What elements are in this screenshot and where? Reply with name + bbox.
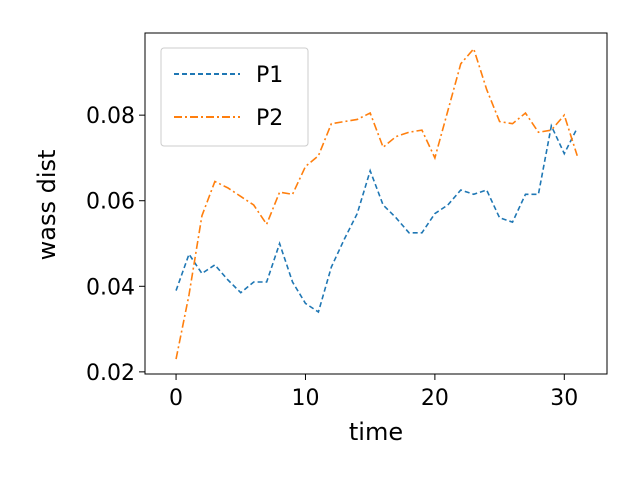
legend: P1 P2 [160, 47, 309, 147]
axes-frame [144, 32, 608, 375]
x-tick-label: 10 [291, 386, 319, 411]
y-tick-label: 0.06 [86, 190, 135, 215]
y-tick-label: 0.04 [86, 275, 135, 300]
series-line-p1 [175, 123, 578, 314]
y-tick-label: 0.02 [86, 361, 135, 386]
y-axis-ticks: 0.02 0.04 0.06 0.08 [86, 104, 145, 386]
legend-label-p1: P1 [256, 63, 283, 88]
x-tick-label: 0 [169, 386, 183, 411]
x-tick-label: 20 [421, 386, 449, 411]
legend-label-p2: P2 [256, 106, 283, 131]
x-axis-ticks: 0 10 20 30 [169, 374, 578, 411]
series-line-p2 [175, 47, 579, 360]
y-tick-label: 0.08 [86, 104, 135, 129]
y-axis-label: wass dist [33, 150, 61, 261]
x-tick-label: 30 [550, 386, 578, 411]
series-layer [175, 47, 579, 360]
x-axis-label: time [349, 418, 403, 446]
plot-area-border [144, 32, 608, 375]
legend-box [160, 47, 309, 147]
